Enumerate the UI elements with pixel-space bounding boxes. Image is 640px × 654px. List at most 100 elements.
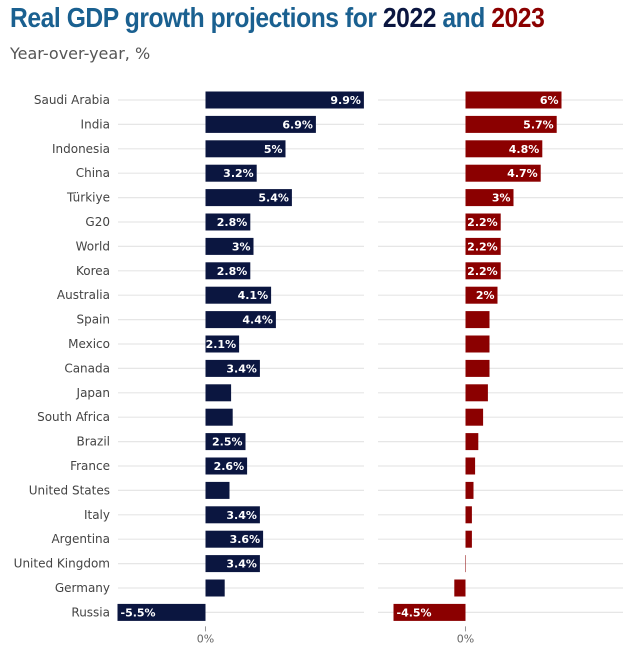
bar-2023 (465, 433, 479, 451)
data-label-2023: 5.7% (523, 118, 554, 131)
data-label-2022: 3.6% (230, 533, 261, 546)
data-label-2022: 9.9% (330, 94, 361, 107)
bar-2023 (465, 189, 514, 207)
bar-2023 (465, 359, 490, 377)
bar-2023 (465, 91, 562, 109)
data-label-2023: 2.2% (467, 265, 498, 278)
bar-2023 (465, 384, 488, 402)
category-label: Korea (76, 264, 110, 278)
category-label: Italy (84, 508, 110, 522)
data-label-2022: 2.8% (217, 265, 248, 278)
series-2022: 9.9% 6.9% 5% 3.2% 5.4% 2.8% 3% 2.8% 4.1% 4.4% 2.1%… (117, 91, 364, 645)
category-label: G20 (85, 215, 110, 229)
bar-2022 (205, 359, 260, 377)
category-label: Brazil (77, 435, 111, 449)
data-label-2023: 2% (476, 289, 495, 302)
chart-subtitle: Year-over-year, % (10, 44, 151, 63)
bar-2023 (393, 603, 466, 621)
data-label-2023: -4.5% (397, 606, 432, 619)
category-label: Australia (57, 288, 110, 302)
bar-2022 (205, 408, 233, 426)
category-label: Canada (64, 361, 110, 375)
zero-tick-label: 0% (457, 632, 474, 645)
data-label-2022: 2.6% (214, 460, 245, 473)
bar-2022 (205, 579, 225, 597)
data-label-2022: 3.4% (226, 362, 257, 375)
data-label-2023: 2.2% (467, 240, 498, 253)
bar-2023 (465, 286, 498, 304)
title-prefix: Real GDP growth projections for (10, 2, 383, 33)
bar-2023 (465, 457, 476, 475)
category-label: Argentina (51, 532, 110, 546)
bar-2023 (465, 237, 501, 255)
data-label-2023: 6% (540, 94, 559, 107)
bar-2022 (205, 213, 251, 231)
bar-2022 (205, 91, 364, 109)
data-label-2022: 2.1% (206, 338, 237, 351)
data-label-2022: 6.9% (282, 118, 313, 131)
data-label-2022: -5.5% (121, 606, 156, 619)
category-label: India (81, 117, 110, 131)
data-label-2023: 3% (492, 192, 511, 205)
category-label: France (70, 459, 110, 473)
bar-2022 (205, 384, 232, 402)
data-label-2023: 2.2% (467, 216, 498, 229)
category-label: Germany (55, 581, 110, 595)
data-label-2022: 3.2% (223, 167, 254, 180)
series-2023: 6% 5.7% 4.8% 4.7% 3% 2.2% 2.2% 2.2% 2% -4.5% 0% (378, 91, 623, 645)
bar-2022 (205, 164, 257, 182)
bar-2023 (465, 140, 543, 158)
chart-title: Real GDP growth projections for 2022 and… (10, 2, 545, 34)
bar-2023 (454, 579, 466, 597)
title-middle: and (435, 2, 492, 33)
bar-2023 (465, 481, 474, 499)
bar-2022 (205, 530, 264, 548)
data-label-2023: 4.8% (509, 143, 540, 156)
zero-tick-label: 0% (197, 632, 214, 645)
data-label-2022: 4.1% (238, 289, 269, 302)
title-year-2022: 2022 (382, 2, 437, 33)
bar-2023 (465, 311, 490, 329)
data-label-2022: 3% (232, 240, 251, 253)
category-label: Mexico (68, 337, 110, 351)
data-label-2022: 3.4% (226, 558, 257, 571)
bar-2022 (205, 262, 251, 280)
data-label-2022: 2.8% (217, 216, 248, 229)
bar-2023 (465, 408, 484, 426)
data-label-2023: 4.7% (507, 167, 538, 180)
category-label: China (76, 166, 110, 180)
bar-2022 (205, 237, 254, 255)
category-label: World (76, 239, 110, 253)
title-year-2023: 2023 (491, 2, 545, 33)
data-label-2022: 5.4% (258, 192, 289, 205)
bar-2022 (205, 286, 272, 304)
bar-2022 (205, 481, 230, 499)
category-label: Spain (76, 313, 110, 327)
bar-2022 (205, 335, 240, 353)
bar-2022 (205, 189, 292, 207)
bar-2022 (117, 603, 206, 621)
bar-2022 (205, 433, 246, 451)
category-label: Türkiye (66, 191, 110, 205)
data-label-2022: 3.4% (226, 509, 257, 522)
data-label-2022: 4.4% (242, 314, 273, 327)
bar-2023 (465, 115, 557, 133)
category-label: United Kingdom (14, 557, 110, 571)
bar-2023 (465, 506, 472, 524)
bar-2023 (465, 262, 501, 280)
bar-2023 (465, 164, 541, 182)
category-label: United States (29, 483, 110, 497)
bar-2022 (205, 311, 276, 329)
bar-2023 (465, 335, 490, 353)
bar-2022 (205, 457, 248, 475)
category-label: South Africa (37, 410, 110, 424)
category-label: Indonesia (52, 142, 110, 156)
bar-2022 (205, 506, 260, 524)
category-label: Saudi Arabia (34, 93, 110, 107)
bar-2022 (205, 115, 316, 133)
bar-2023 (465, 213, 501, 231)
data-label-2022: 5% (264, 143, 283, 156)
category-label: Japan (76, 386, 110, 400)
bar-2023 (465, 530, 472, 548)
bar-2022 (205, 555, 260, 573)
